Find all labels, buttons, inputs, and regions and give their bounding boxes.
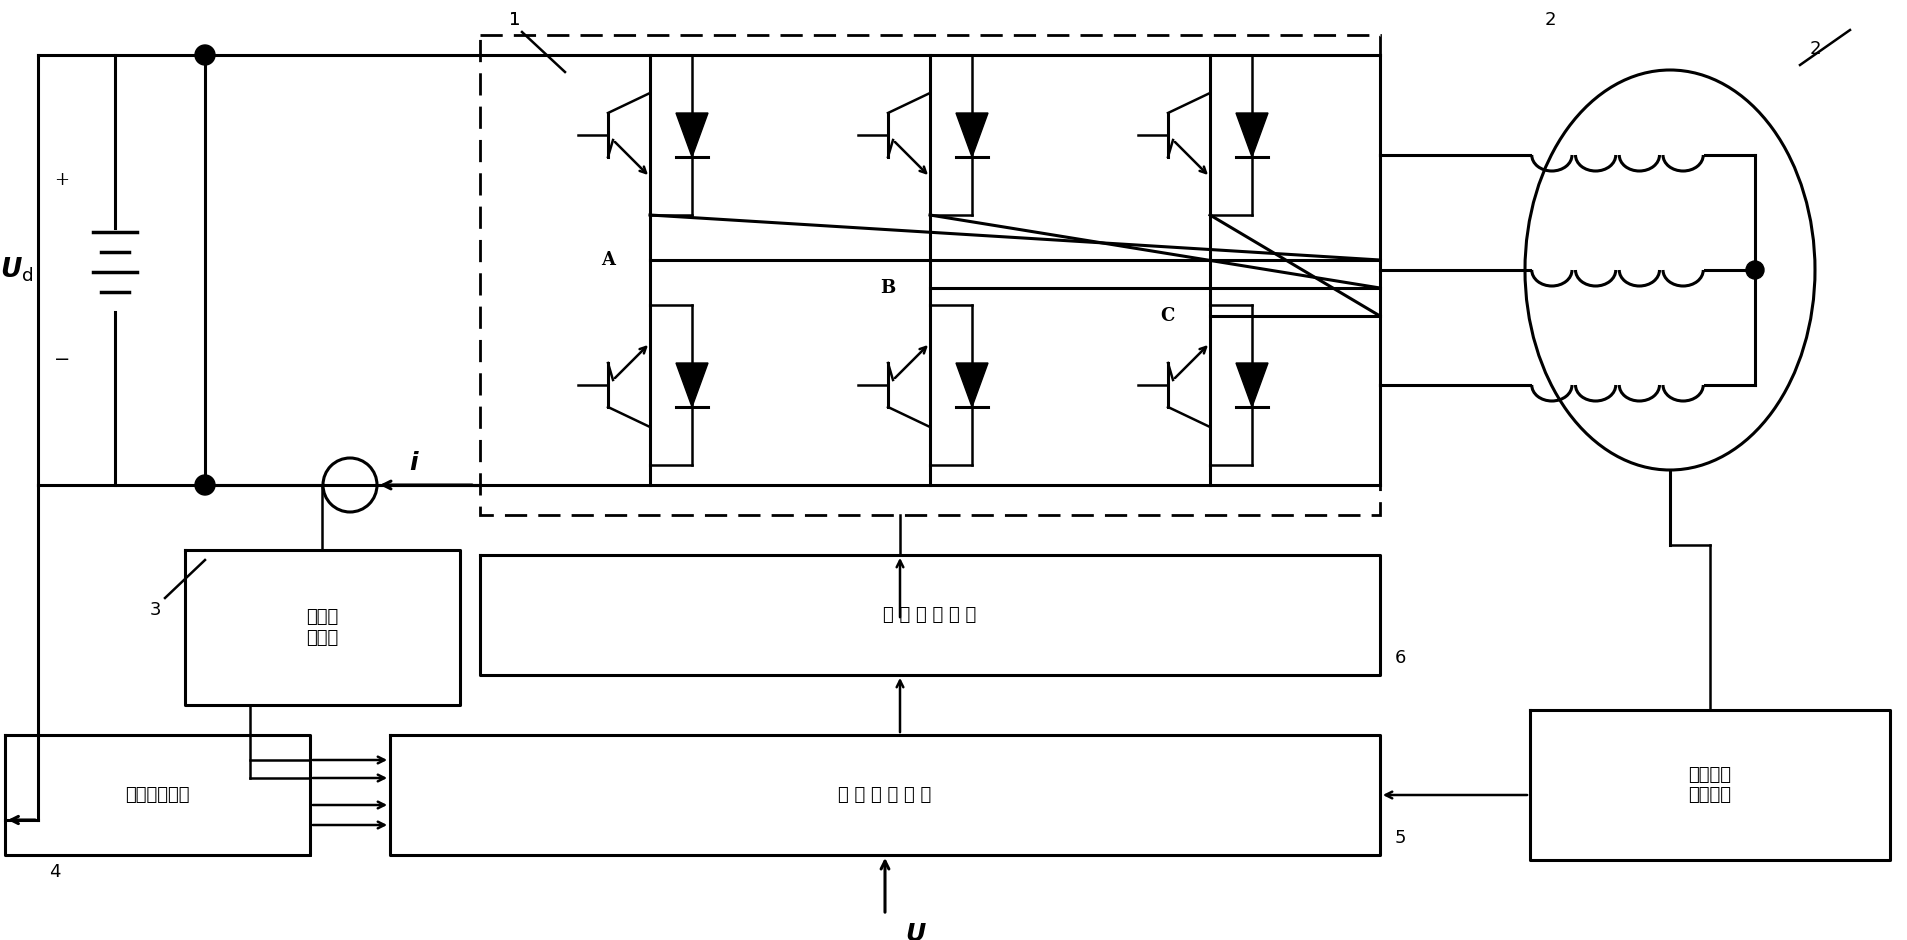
Text: $\boldsymbol{i}$: $\boldsymbol{i}$ [408,451,420,475]
Text: 数 字 微 控 制 器: 数 字 微 控 制 器 [837,786,931,804]
Text: 2: 2 [1545,11,1556,29]
Text: C: C [1159,307,1175,325]
Text: 6: 6 [1394,649,1405,667]
Text: 电唸测量电路: 电唸测量电路 [126,786,189,804]
Polygon shape [955,363,988,407]
Text: 1: 1 [509,11,521,29]
Text: 1: 1 [509,11,521,29]
Polygon shape [675,113,707,157]
Text: $\boldsymbol{U}_{\rm d}$: $\boldsymbol{U}_{\rm d}$ [0,256,34,284]
Text: $\boldsymbol{U}$: $\boldsymbol{U}$ [904,922,927,940]
Text: 5: 5 [1394,829,1405,847]
Polygon shape [955,113,988,157]
Text: 转子磁极
位置测量: 转子磁极 位置测量 [1688,765,1730,805]
Text: 2: 2 [1810,40,1821,58]
Circle shape [195,45,215,65]
Text: B: B [879,279,894,297]
Bar [481,35,1379,515]
Text: −: − [53,351,71,369]
Text: A: A [601,251,614,269]
Circle shape [1745,261,1764,279]
Text: 3: 3 [149,601,160,619]
Text: 4: 4 [50,863,61,881]
Polygon shape [1236,363,1268,407]
Text: 隔 离 驱 动 电 路: 隔 离 驱 动 电 路 [883,606,976,624]
Polygon shape [675,363,707,407]
Text: +: + [55,171,69,189]
Circle shape [195,475,215,495]
Polygon shape [1236,113,1268,157]
Text: 电流测
量电路: 电流测 量电路 [307,608,338,647]
